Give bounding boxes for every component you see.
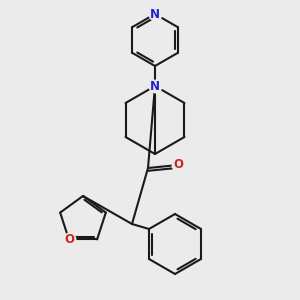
Text: O: O [64,233,74,246]
Text: N: N [150,80,160,92]
Text: O: O [173,158,183,172]
Text: N: N [150,8,160,20]
